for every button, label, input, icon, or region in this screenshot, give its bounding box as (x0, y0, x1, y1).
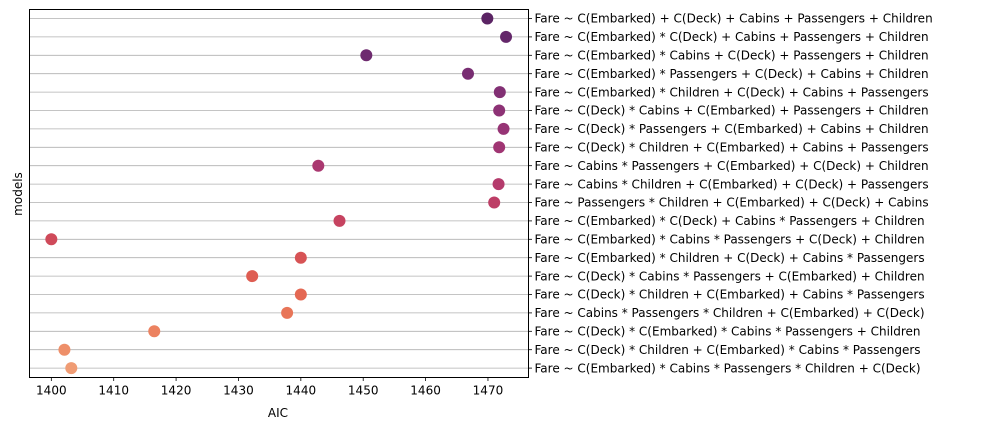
x-tick-label: 1440 (286, 384, 317, 398)
data-point (148, 325, 161, 338)
data-point (492, 178, 505, 191)
y-tick-label: Fare ~ Cabins * Children + C(Embarked) +… (535, 177, 929, 191)
data-point (500, 30, 513, 43)
y-tick-label: Fare ~ C(Embarked) * Cabins + C(Deck) + … (535, 49, 929, 63)
y-tick-label: Fare ~ C(Deck) * Children + C(Embarked) … (535, 343, 921, 357)
data-point (65, 362, 78, 375)
y-tick-label: Fare ~ C(Embarked) * Children + C(Deck) … (535, 251, 925, 265)
x-axis-ticks: 1400 1410 1420 1430 1440 1450 1460 1470 (36, 377, 504, 398)
data-point (246, 270, 259, 283)
y-tick-label: Fare ~ C(Embarked) * Cabins * Passengers… (535, 233, 925, 247)
data-point (333, 214, 346, 227)
y-tick-label: Fare ~ Passengers * Children + C(Embarke… (535, 196, 929, 210)
x-axis-label: AIC (268, 406, 288, 420)
data-point (493, 104, 506, 117)
data-point (497, 122, 510, 135)
y-tick-label: Fare ~ C(Embarked) * Passengers + C(Deck… (535, 67, 929, 81)
grid-lines (29, 18, 529, 369)
y-tick-label: Fare ~ C(Embarked) + C(Deck) + Cabins + … (535, 12, 933, 26)
x-tick-label: 1400 (36, 384, 67, 398)
y-tick-label: Fare ~ C(Deck) * Cabins + C(Embarked) + … (535, 104, 929, 118)
y-tick-label: Fare ~ C(Embarked) * C(Deck) + Cabins * … (535, 214, 925, 228)
data-point (461, 67, 474, 80)
plot-frame (29, 9, 529, 378)
y-axis-label: models (11, 172, 25, 216)
y-tick-label: Fare ~ Cabins * Passengers * Children + … (535, 306, 925, 320)
x-tick-label: 1410 (98, 384, 129, 398)
y-tick-label: Fare ~ C(Embarked) * Children + C(Deck) … (535, 85, 929, 99)
data-point (360, 49, 373, 62)
y-tick-label: Fare ~ C(Deck) * Passengers + C(Embarked… (535, 122, 929, 136)
data-point (493, 141, 506, 154)
x-tick-label: 1460 (410, 384, 441, 398)
data-points (45, 12, 513, 375)
data-point (45, 233, 58, 246)
data-point (281, 306, 294, 319)
x-tick-label: 1450 (348, 384, 379, 398)
data-point (58, 343, 71, 356)
y-tick-label: Fare ~ C(Embarked) * Cabins * Passengers… (535, 361, 921, 375)
y-tick-label: Fare ~ C(Deck) * Cabins * Passengers + C… (535, 269, 925, 283)
data-point (294, 251, 307, 264)
x-tick-label: 1420 (161, 384, 192, 398)
data-point (294, 288, 307, 301)
x-tick-label: 1470 (473, 384, 504, 398)
data-point (488, 196, 501, 209)
y-tick-label: Fare ~ C(Deck) * Children + C(Embarked) … (535, 288, 925, 302)
y-tick-label: Fare ~ C(Deck) * C(Embarked) * Cabins * … (535, 325, 921, 339)
y-tick-label: Fare ~ C(Embarked) * C(Deck) + Cabins + … (535, 30, 929, 44)
y-axis-ticks: Fare ~ C(Embarked) + C(Deck) + Cabins + … (528, 12, 933, 375)
data-point (312, 159, 325, 172)
x-tick-label: 1430 (223, 384, 254, 398)
data-point (481, 12, 494, 25)
data-point (493, 86, 506, 99)
y-tick-label: Fare ~ Cabins * Passengers + C(Embarked)… (535, 159, 929, 173)
y-tick-label: Fare ~ C(Deck) * Children + C(Embarked) … (535, 141, 929, 155)
